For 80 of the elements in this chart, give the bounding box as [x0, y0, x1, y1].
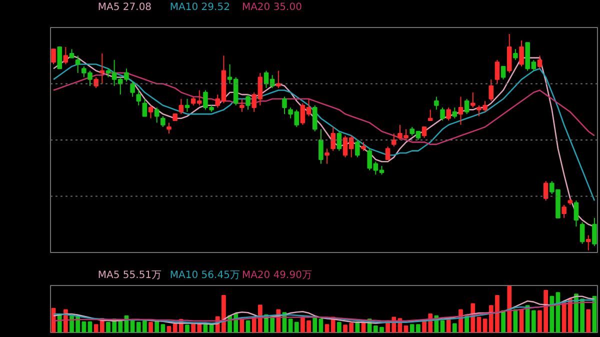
candlestick	[148, 104, 154, 119]
text: MA10 29.52	[170, 2, 230, 13]
candlestick	[246, 94, 250, 110]
text: MA10 56.45万	[170, 270, 240, 281]
candlestick	[513, 48, 518, 60]
bar	[550, 296, 554, 332]
candlestick	[592, 217, 597, 247]
candlestick	[355, 140, 360, 158]
bar	[294, 322, 299, 332]
bar	[586, 309, 591, 332]
candlestick	[63, 46, 68, 65]
candlestick	[392, 133, 396, 147]
candlestick	[434, 96, 439, 110]
text: MA5 55.51万	[98, 270, 162, 281]
bar	[568, 298, 572, 332]
candlestick	[75, 55, 80, 74]
candlestick	[574, 200, 579, 228]
bar	[324, 324, 330, 332]
text: MA20 35.00	[242, 2, 302, 13]
bar	[501, 310, 506, 332]
candlestick	[500, 66, 506, 80]
candlestick	[57, 46, 62, 70]
candlestick	[178, 98, 184, 115]
bar	[337, 322, 342, 332]
candlestick	[543, 180, 548, 202]
bar	[312, 316, 318, 332]
bar	[452, 323, 457, 332]
candlestick	[51, 48, 56, 65]
text: MA5 27.08	[98, 2, 152, 13]
bar	[148, 322, 153, 332]
candlestick	[324, 148, 330, 164]
candlestick	[160, 116, 166, 128]
candlestick	[385, 146, 390, 160]
candlestick	[166, 122, 172, 134]
bar	[288, 318, 293, 332]
candlestick	[586, 234, 591, 251]
candlestick	[562, 204, 566, 218]
candlestick	[142, 98, 148, 117]
bar	[185, 324, 190, 332]
candlestick	[506, 33, 512, 74]
bar	[166, 326, 172, 332]
candlestick	[100, 52, 105, 84]
bar	[246, 320, 250, 332]
bar	[482, 318, 488, 332]
candlestick	[312, 104, 318, 132]
bar	[507, 286, 512, 332]
candlestick	[422, 126, 427, 138]
bar	[476, 316, 482, 332]
candlestick	[494, 59, 500, 84]
candlestick	[440, 107, 445, 122]
candlestick	[336, 130, 342, 152]
candlestick	[470, 92, 476, 108]
candlestick	[184, 98, 190, 112]
candlestick	[318, 128, 324, 164]
candlestick	[519, 40, 524, 67]
candlestick	[452, 107, 458, 119]
bar	[361, 322, 366, 332]
candlestick	[330, 126, 336, 152]
candlestick	[154, 107, 160, 124]
candlestick	[458, 96, 464, 126]
candlestick	[130, 81, 135, 98]
candlestick	[464, 98, 470, 115]
bar	[160, 324, 166, 332]
candlestick	[240, 98, 244, 112]
bar	[318, 318, 324, 332]
candlestick	[537, 55, 542, 70]
bar	[203, 324, 208, 332]
bar	[519, 309, 524, 332]
candlestick	[282, 96, 287, 115]
candlestick	[446, 107, 451, 122]
bar	[446, 318, 451, 332]
candlestick	[488, 78, 494, 102]
bar	[404, 326, 408, 332]
candlestick	[136, 90, 142, 106]
bar	[82, 321, 86, 332]
text: MA20 49.90万	[242, 270, 312, 281]
bar	[440, 320, 445, 332]
bar	[88, 321, 92, 332]
candlestick	[580, 222, 585, 244]
candlestick	[428, 109, 433, 122]
